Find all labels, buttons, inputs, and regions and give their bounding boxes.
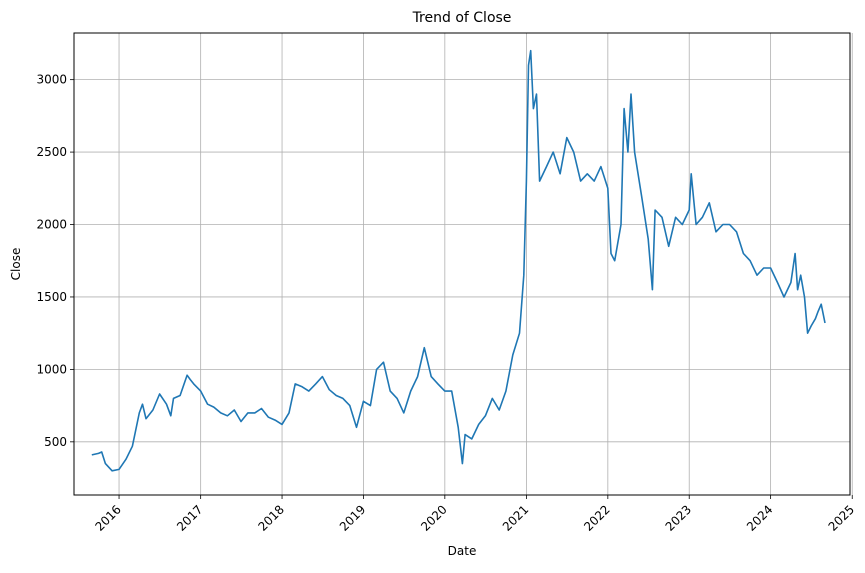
- x-axis-label: Date: [448, 544, 477, 558]
- y-tick-label: 1000: [36, 362, 67, 376]
- y-tick-label: 2000: [36, 218, 67, 232]
- y-tick-label: 3000: [36, 73, 67, 87]
- y-axis-label: Close: [9, 248, 23, 281]
- y-tick-label: 2500: [36, 145, 67, 159]
- y-tick-label: 500: [44, 435, 67, 449]
- y-tick-label: 1500: [36, 290, 67, 304]
- chart-title: Trend of Close: [412, 10, 512, 26]
